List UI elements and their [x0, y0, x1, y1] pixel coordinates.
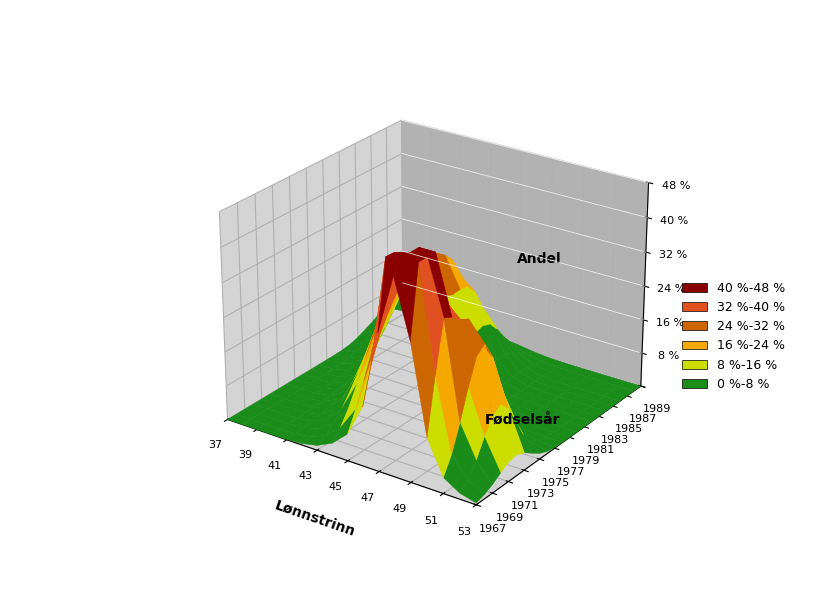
Text: Andel: Andel [517, 253, 562, 267]
Legend: 40 %-48 %, 32 %-40 %, 24 %-32 %, 16 %-24 %, 8 %-16 %, 0 %-8 %: 40 %-48 %, 32 %-40 %, 24 %-32 %, 16 %-24… [677, 276, 790, 396]
Text: Fødselsår: Fødselsår [485, 412, 560, 426]
X-axis label: Lønnstrinn: Lønnstrinn [273, 498, 358, 539]
